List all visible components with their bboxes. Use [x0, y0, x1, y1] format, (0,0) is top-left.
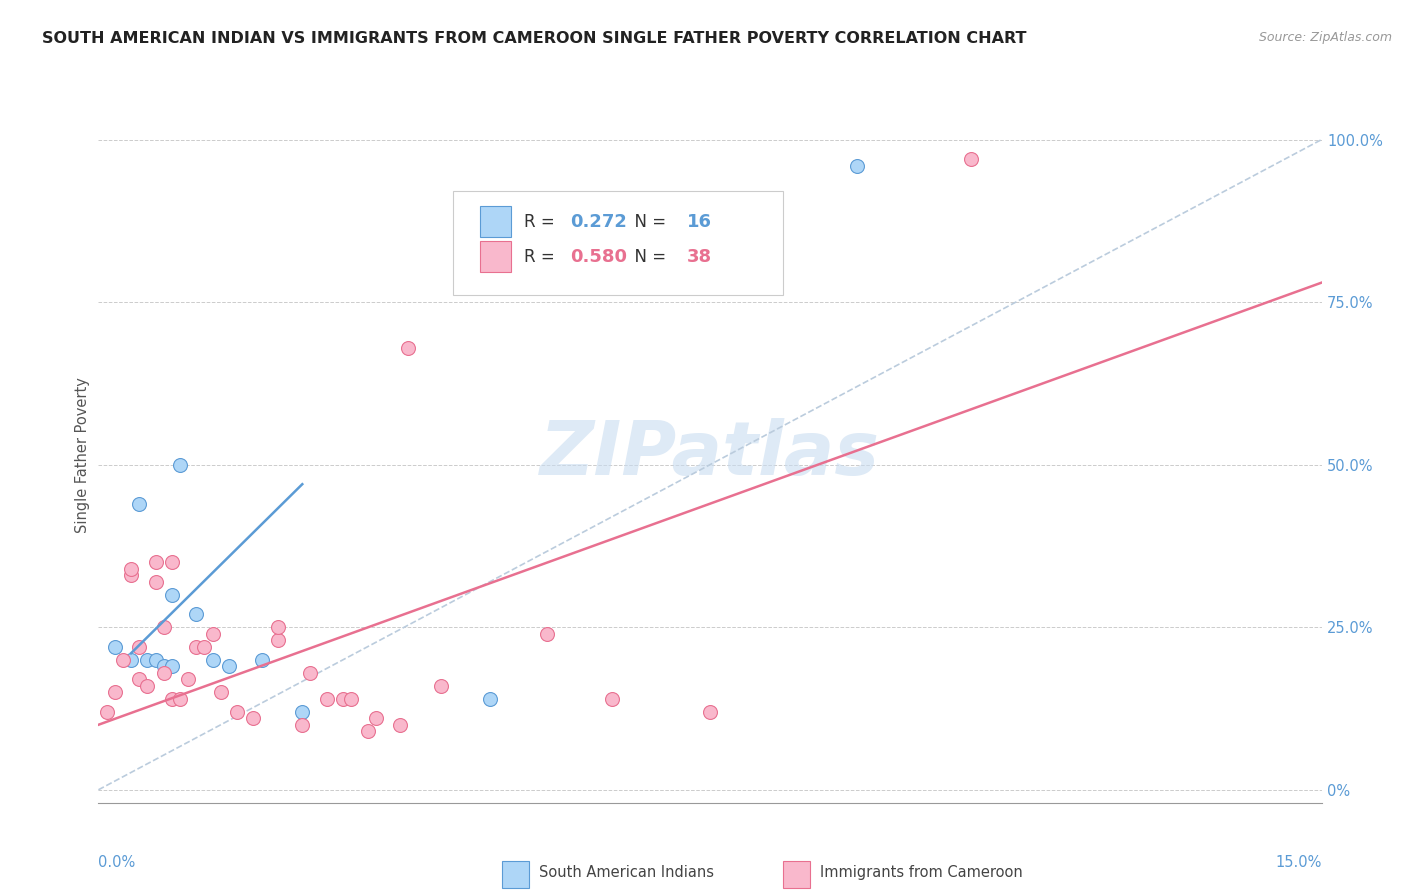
Point: [218, 659, 240, 673]
Point: [136, 653, 159, 667]
Point: [120, 653, 142, 667]
Point: [128, 640, 150, 654]
Point: [128, 672, 150, 686]
Point: [201, 626, 224, 640]
Text: 0.272: 0.272: [571, 213, 627, 231]
Text: South American Indians: South American Indians: [538, 865, 714, 880]
Point: [291, 705, 314, 719]
Point: [478, 691, 501, 706]
Text: 0.0%: 0.0%: [98, 855, 135, 870]
Point: [356, 724, 378, 739]
Text: ZIPatlas: ZIPatlas: [540, 418, 880, 491]
Point: [120, 568, 142, 582]
Point: [136, 679, 159, 693]
Text: 15.0%: 15.0%: [1275, 855, 1322, 870]
Point: [145, 574, 167, 589]
Point: [193, 640, 215, 654]
Point: [152, 659, 174, 673]
Point: [104, 685, 127, 699]
Point: [340, 691, 363, 706]
Point: [389, 718, 412, 732]
Point: [145, 555, 167, 569]
Point: [201, 653, 224, 667]
Point: [267, 633, 290, 648]
Point: [364, 711, 387, 725]
Point: [960, 152, 983, 166]
Point: [128, 497, 150, 511]
Point: [169, 691, 191, 706]
Point: [111, 653, 134, 667]
Point: [169, 458, 191, 472]
Point: [96, 705, 118, 719]
Point: [104, 640, 127, 654]
Point: [299, 665, 322, 680]
Point: [209, 685, 232, 699]
Y-axis label: Single Father Poverty: Single Father Poverty: [75, 377, 90, 533]
Point: [332, 691, 354, 706]
Point: [845, 159, 868, 173]
Bar: [783, 862, 810, 888]
Point: [152, 665, 174, 680]
Point: [396, 341, 419, 355]
Bar: [479, 206, 510, 237]
Point: [430, 679, 453, 693]
Text: N =: N =: [624, 248, 672, 266]
Point: [177, 672, 200, 686]
Text: Source: ZipAtlas.com: Source: ZipAtlas.com: [1258, 31, 1392, 45]
Point: [120, 562, 142, 576]
Point: [291, 718, 314, 732]
Point: [600, 691, 623, 706]
Point: [242, 711, 264, 725]
Point: [250, 653, 273, 667]
Point: [226, 705, 249, 719]
Bar: [502, 862, 529, 888]
Text: 16: 16: [686, 213, 711, 231]
Text: SOUTH AMERICAN INDIAN VS IMMIGRANTS FROM CAMEROON SINGLE FATHER POVERTY CORRELAT: SOUTH AMERICAN INDIAN VS IMMIGRANTS FROM…: [42, 31, 1026, 46]
Point: [315, 691, 337, 706]
Text: 38: 38: [686, 248, 711, 266]
Point: [152, 620, 174, 634]
Point: [160, 659, 183, 673]
Bar: [479, 241, 510, 272]
Point: [145, 653, 167, 667]
Point: [536, 626, 558, 640]
Point: [186, 640, 208, 654]
Point: [160, 555, 183, 569]
Text: Immigrants from Cameroon: Immigrants from Cameroon: [820, 865, 1024, 880]
Point: [699, 705, 721, 719]
Point: [186, 607, 208, 622]
Point: [160, 691, 183, 706]
Point: [267, 620, 290, 634]
Text: R =: R =: [524, 248, 560, 266]
FancyBboxPatch shape: [453, 191, 783, 295]
Text: N =: N =: [624, 213, 672, 231]
Text: 0.580: 0.580: [571, 248, 627, 266]
Text: R =: R =: [524, 213, 560, 231]
Point: [160, 588, 183, 602]
